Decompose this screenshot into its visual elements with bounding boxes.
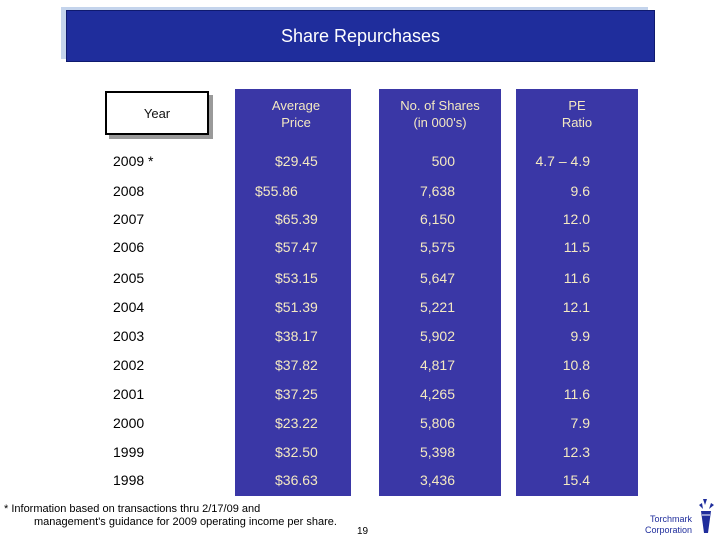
year-header: Year: [143, 105, 171, 121]
logo-text-line2: Corporation: [644, 525, 692, 535]
shares-cell: 7,638: [419, 183, 455, 199]
year-cell: 2006: [113, 239, 145, 255]
year-cell: 2000: [113, 415, 145, 431]
logo-text: Torchmark Corporation: [642, 514, 692, 536]
pe-header-line2: Ratio: [561, 115, 593, 130]
shares-cell: 5,221: [419, 299, 455, 315]
shares-cell: 5,398: [419, 444, 455, 460]
logo-text-line1: Torchmark: [649, 514, 692, 524]
shares-header-line1: No. of Shares: [400, 98, 480, 113]
year-cell: 2001: [113, 386, 145, 402]
pe-cell: 9.6: [570, 183, 590, 199]
torchmark-logo-icon: [699, 499, 714, 533]
price-cell: $32.50: [275, 444, 318, 460]
shares-cell: 4,817: [419, 357, 455, 373]
price-cell: $37.25: [275, 386, 318, 402]
shares-cell: 5,575: [419, 239, 455, 255]
price-cell: $57.47: [275, 239, 318, 255]
year-cell: 2005: [113, 270, 145, 286]
year-cell: 2003: [113, 328, 145, 344]
price-cell: $55.86: [255, 183, 298, 199]
slide-title: Share Repurchases: [66, 10, 655, 62]
price-column-panel: [235, 89, 351, 496]
year-cell: 2002: [113, 357, 145, 373]
shares-cell: 5,647: [419, 270, 455, 286]
year-header-box: [105, 91, 209, 135]
footnote-line1: * Information based on transactions thru…: [4, 503, 261, 515]
footnote: * Information based on transactions thru…: [4, 503, 337, 529]
price-cell: $53.15: [275, 270, 318, 286]
price-header: Average Price: [235, 97, 357, 131]
pe-cell: 7.9: [570, 415, 590, 431]
year-cell: 1999: [113, 444, 145, 460]
shares-cell: 5,902: [419, 328, 455, 344]
page-number: 19: [357, 526, 369, 537]
year-cell: 2008: [113, 183, 145, 199]
price-header-line1: Average: [271, 98, 321, 113]
footnote-line2: management's guidance for 2009 operating…: [34, 516, 337, 528]
shares-cell: 5,806: [419, 415, 455, 431]
pe-cell: 12.1: [562, 299, 590, 315]
price-cell: $51.39: [275, 299, 318, 315]
shares-cell: 500: [431, 153, 455, 169]
pe-column-panel: [516, 89, 638, 496]
pe-header-line1: PE: [568, 98, 586, 113]
pe-cell: 9.9: [570, 328, 590, 344]
pe-cell: 11.6: [563, 270, 590, 286]
price-cell: $29.45: [275, 153, 318, 169]
pe-cell: 15.4: [562, 472, 590, 488]
shares-header: No. of Shares (in 000's): [379, 97, 501, 131]
price-cell: $65.39: [275, 211, 318, 227]
pe-cell: 12.3: [562, 444, 590, 460]
price-cell: $37.82: [275, 357, 318, 373]
shares-header-line2: (in 000's): [413, 115, 467, 130]
pe-cell: 11.5: [563, 239, 590, 255]
price-cell: $38.17: [275, 328, 318, 344]
shares-cell: 6,150: [419, 211, 455, 227]
shares-cell: 4,265: [419, 386, 455, 402]
pe-header: PE Ratio: [516, 97, 638, 131]
pe-cell: 11.6: [563, 386, 590, 402]
price-header-line2: Price: [281, 115, 311, 130]
pe-cell: 10.8: [562, 357, 590, 373]
price-cell: $36.63: [275, 472, 318, 488]
year-cell: 1998: [113, 472, 145, 488]
shares-column-panel: [379, 89, 501, 496]
year-cell: 2004: [113, 299, 145, 315]
pe-cell: 4.7 – 4.9: [535, 153, 591, 169]
year-cell: 2007: [113, 211, 145, 227]
pe-cell: 12.0: [562, 211, 590, 227]
year-cell: 2009 *: [113, 153, 154, 169]
shares-cell: 3,436: [419, 472, 455, 488]
price-cell: $23.22: [275, 415, 318, 431]
